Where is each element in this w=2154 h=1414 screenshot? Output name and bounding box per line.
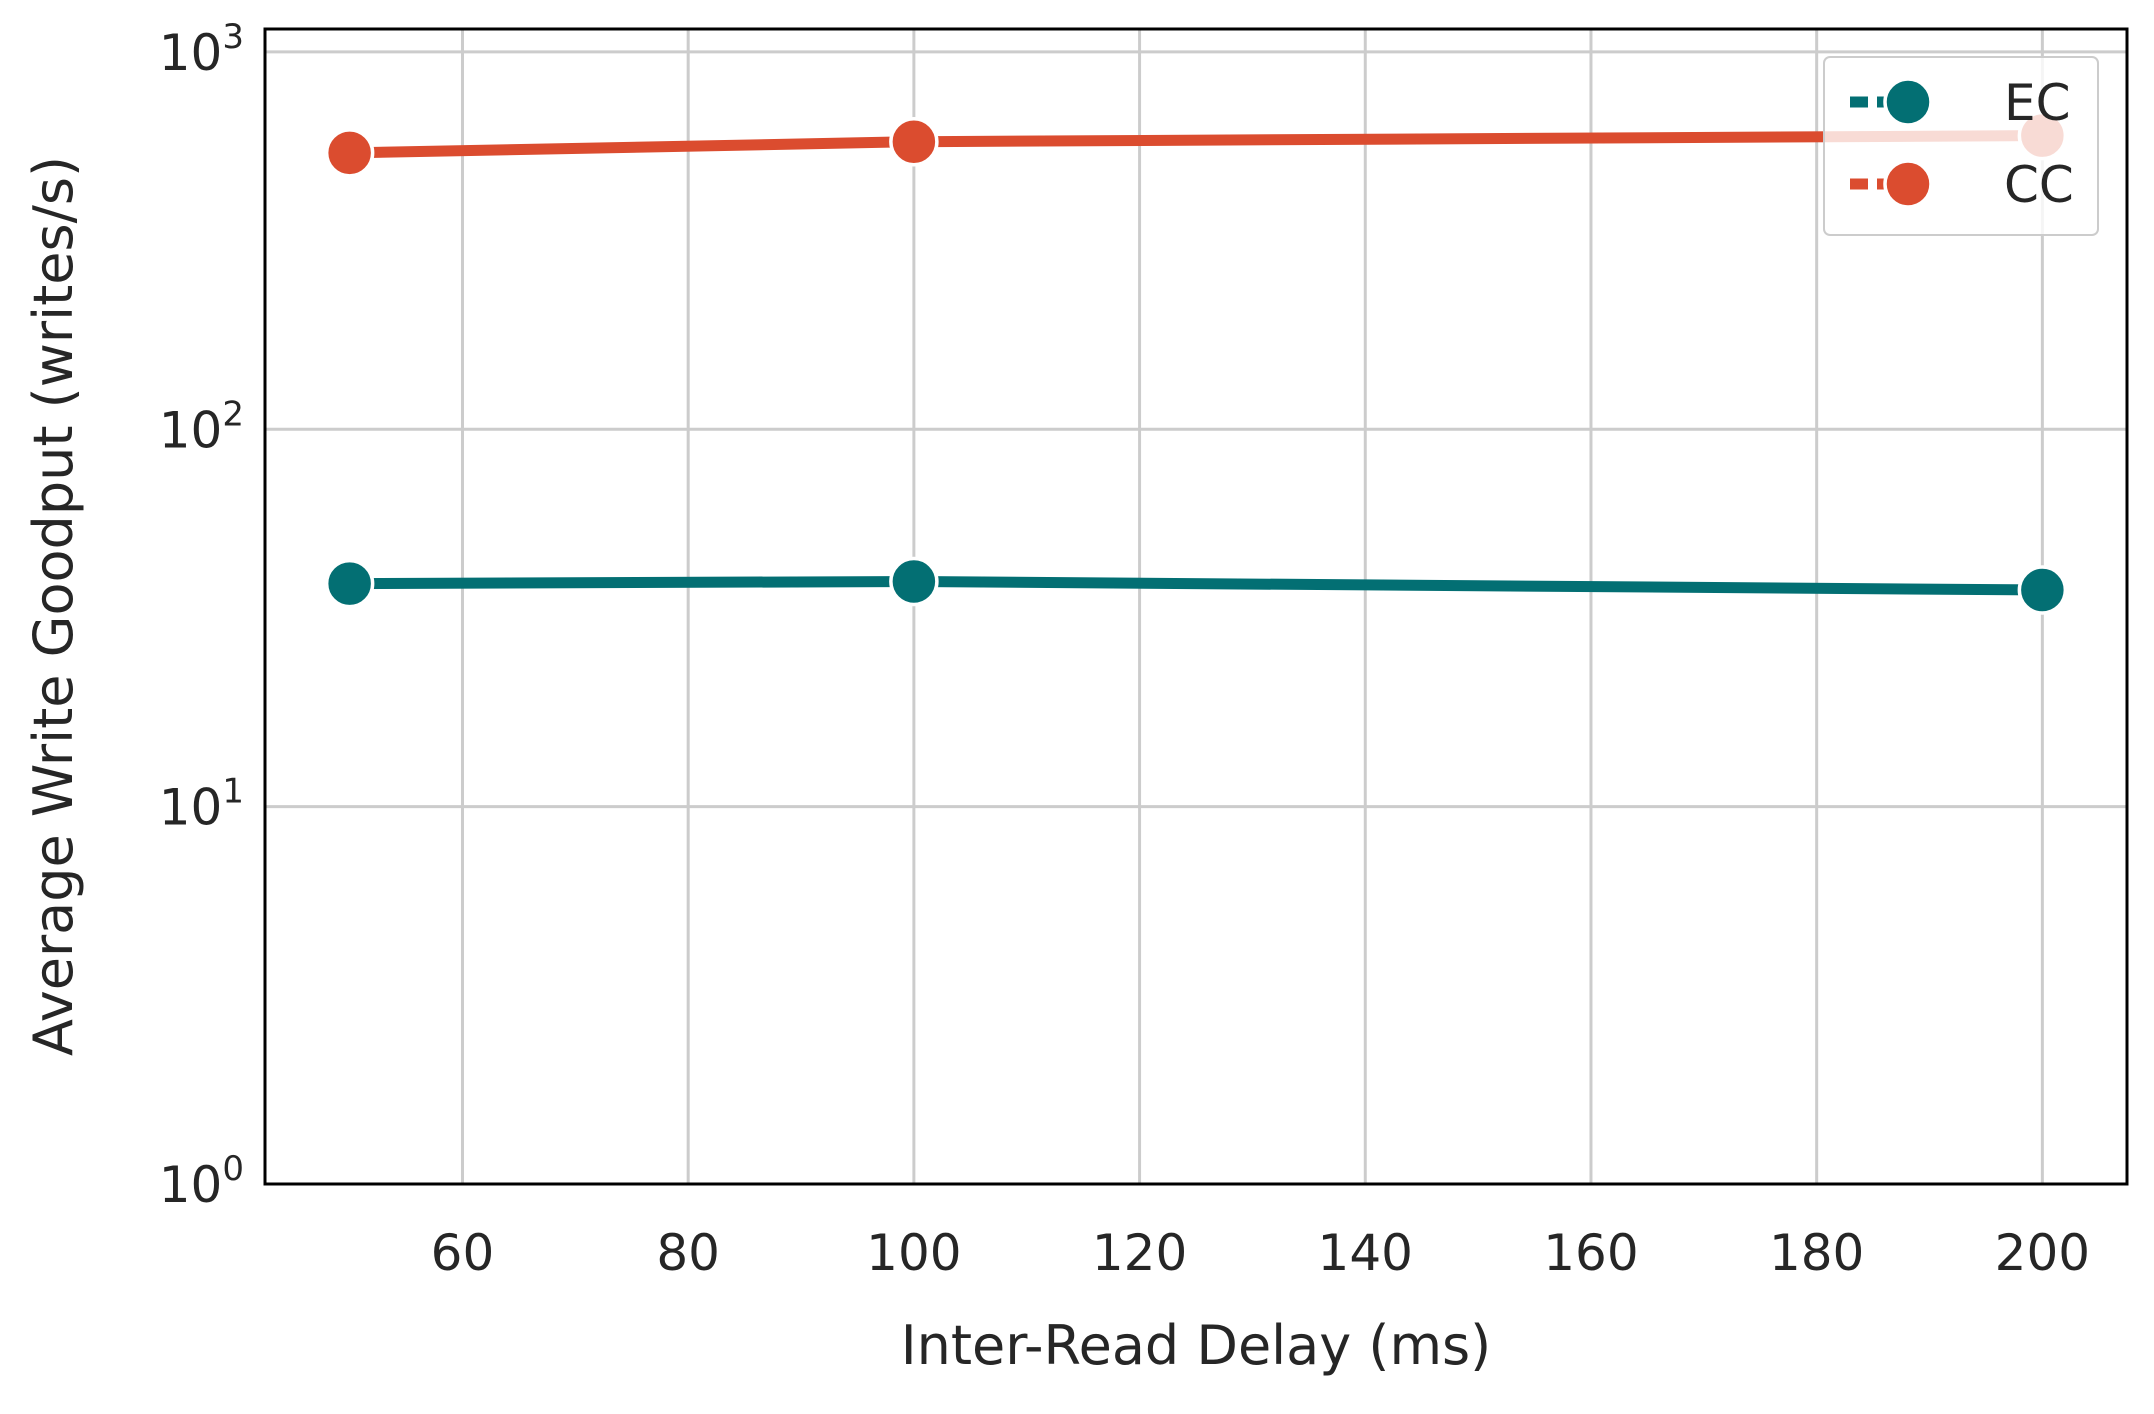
x-tick-label: 60 bbox=[431, 1224, 495, 1282]
data-markers bbox=[324, 110, 2068, 615]
x-tick-label: 120 bbox=[1092, 1224, 1187, 1282]
legend-cc-label: CC bbox=[2004, 156, 2074, 214]
y-tick-label: 102 bbox=[159, 394, 244, 459]
y-tick-label: 100 bbox=[159, 1149, 244, 1214]
y-tick-label: 101 bbox=[159, 772, 244, 837]
ec-data-point bbox=[324, 558, 375, 609]
x-tick-labels: 60 80 100 120 140 160 180 200 bbox=[431, 1224, 2090, 1282]
y-axis-label: Average Write Goodput (writes/s) bbox=[22, 156, 85, 1056]
cc-series-line bbox=[344, 130, 2048, 159]
x-tick-label: 160 bbox=[1543, 1224, 1638, 1282]
ec-series-line bbox=[344, 576, 2048, 596]
plot-frame bbox=[263, 27, 2129, 1186]
ec-data-point bbox=[889, 556, 939, 607]
y-tick-label: 103 bbox=[159, 17, 244, 82]
x-tick-label: 100 bbox=[866, 1224, 961, 1282]
legend-ec-label: EC bbox=[2004, 74, 2071, 132]
legend-ec-marker bbox=[1883, 77, 1933, 127]
y-tick-labels: 100 101 102 103 bbox=[159, 17, 244, 1214]
x-axis-label: Inter-Read Delay (ms) bbox=[901, 1314, 1492, 1377]
series-lines bbox=[344, 130, 2048, 596]
x-tick-label: 180 bbox=[1769, 1224, 1864, 1282]
legend: EC CC bbox=[1823, 56, 2099, 236]
x-tick-label: 80 bbox=[656, 1224, 720, 1282]
cc-data-point bbox=[889, 116, 939, 167]
cc-data-point bbox=[324, 128, 375, 178]
x-tick-label: 200 bbox=[1995, 1224, 2090, 1282]
ec-data-point bbox=[2017, 565, 2068, 615]
legend-cc-marker bbox=[1883, 159, 1933, 209]
x-tick-label: 140 bbox=[1318, 1224, 1413, 1282]
